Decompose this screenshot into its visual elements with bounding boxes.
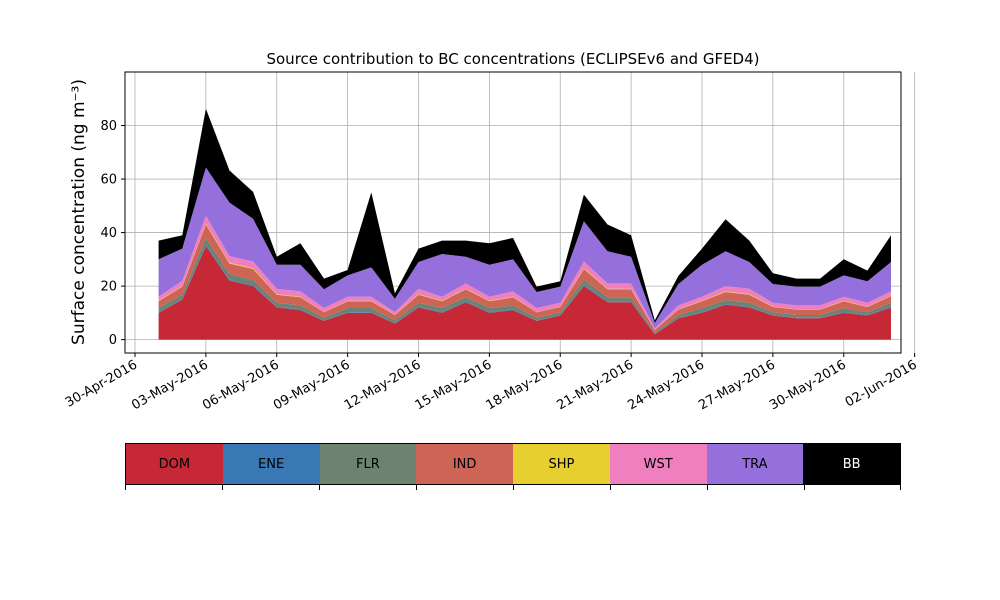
legend-item-dom: DOM (126, 444, 223, 484)
legend-tick (222, 485, 223, 490)
legend-label: FLR (355, 456, 380, 472)
legend-item-shp: SHP (513, 444, 610, 484)
legend-label: WST (643, 456, 673, 472)
area-wst (158, 215, 892, 330)
legend-tick (319, 485, 320, 490)
y-tick-label: 60 (100, 173, 117, 188)
legend-label: BB (842, 456, 861, 472)
area-tra (158, 167, 892, 329)
stacked-areas (158, 108, 892, 340)
area-flr (158, 237, 892, 334)
area-ind (158, 224, 892, 333)
legend-tick (610, 485, 611, 490)
x-tick-label: 02-Jun-2016 (843, 357, 920, 410)
legend-tick (513, 485, 514, 490)
legend-item-ind: IND (416, 444, 513, 484)
x-tick-label: 21-May-2016 (554, 357, 636, 413)
x-tick-label: 30-Apr-2016 (63, 357, 140, 410)
area-dom (158, 246, 892, 340)
legend-item-ene: ENE (222, 444, 320, 484)
legend-label: IND (452, 456, 477, 472)
legend-colorbar-ticks (125, 485, 901, 491)
x-tick-label: 24-May-2016 (625, 357, 707, 413)
legend-label: SHP (548, 456, 575, 472)
x-tick-label: 12-May-2016 (342, 357, 424, 413)
plot-frame (124, 71, 902, 354)
chart-svg: 30-Apr-201603-May-201606-May-201609-May-… (63, 50, 920, 413)
y-axis-label: Surface concentration (ng m⁻³) (69, 79, 89, 345)
x-tick-label: 06-May-2016 (200, 357, 282, 413)
legend-tick (900, 485, 901, 490)
legend-item-wst: WST (609, 444, 707, 484)
legend-item-bb: BB (803, 444, 900, 484)
y-tick-label: 80 (100, 119, 117, 134)
legend-tick (416, 485, 417, 490)
y-tick-label: 40 (100, 226, 117, 241)
legend-item-tra: TRA (706, 444, 804, 484)
chart-title: Source contribution to BC concentrations… (266, 50, 759, 68)
x-tick-label: 27-May-2016 (696, 357, 778, 413)
legend-tick (125, 485, 126, 490)
legend-label: ENE (258, 456, 285, 472)
y-tick-label: 0 (109, 333, 117, 348)
legend-tick (707, 485, 708, 490)
legend-label: TRA (742, 456, 768, 472)
x-tick-label: 09-May-2016 (271, 357, 353, 413)
legend-label: DOM (158, 456, 191, 472)
legend-tick (804, 485, 805, 490)
legend-item-flr: FLR (319, 444, 417, 484)
x-tick-label: 03-May-2016 (129, 357, 211, 413)
x-tick-label: 30-May-2016 (767, 357, 849, 413)
y-tick-label: 20 (100, 280, 117, 295)
source-legend-colorbar: DOM ENE FLR IND SHP WST TRA BB (125, 443, 901, 485)
x-tick-label: 15-May-2016 (413, 357, 495, 413)
x-tick-label: 18-May-2016 (484, 357, 566, 413)
